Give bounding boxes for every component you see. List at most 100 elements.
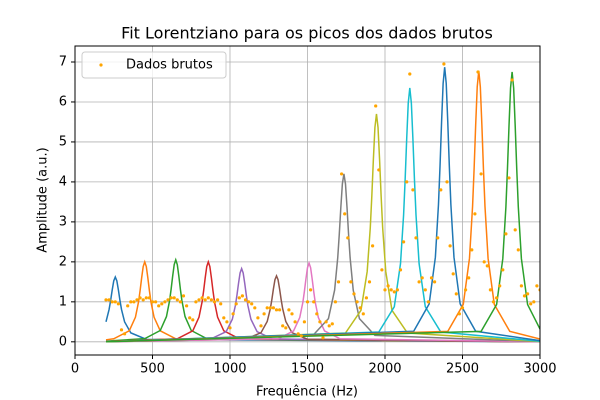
x-tick-label: 500 — [140, 362, 165, 377]
data-point — [495, 296, 499, 300]
data-point — [482, 260, 486, 264]
data-point — [476, 70, 480, 74]
data-point — [247, 300, 251, 304]
data-point — [420, 276, 424, 280]
y-tick-label: 4 — [59, 174, 67, 189]
data-point — [343, 212, 347, 216]
data-point — [309, 288, 313, 292]
data-point — [371, 244, 375, 248]
y-tick-label: 3 — [59, 214, 67, 229]
data-point — [154, 300, 158, 304]
data-point — [194, 300, 198, 304]
fit-line — [105, 67, 540, 343]
data-point — [216, 298, 220, 302]
legend: Dados brutos — [81, 51, 227, 79]
data-point — [138, 296, 142, 300]
data-point — [361, 312, 365, 316]
data-point — [529, 302, 533, 306]
data-point — [352, 292, 356, 296]
y-tick-label: 7 — [59, 54, 67, 69]
y-tick-label: 6 — [59, 94, 67, 109]
x-tick-label: 2500 — [446, 362, 479, 377]
x-tick-label: 2000 — [368, 362, 401, 377]
data-point — [445, 180, 449, 184]
data-point — [172, 296, 176, 300]
data-point — [160, 302, 164, 306]
data-point — [268, 306, 272, 310]
data-point — [519, 284, 524, 288]
data-point — [383, 288, 387, 292]
data-point — [491, 300, 496, 304]
data-point — [516, 248, 520, 252]
data-point — [278, 308, 282, 312]
data-point — [163, 300, 167, 304]
data-point — [150, 300, 155, 304]
data-point — [522, 294, 527, 298]
data-point — [467, 276, 471, 280]
data-point — [110, 300, 114, 304]
data-point — [274, 308, 279, 312]
chart-title: Fit Lorentziano para os picos dos dados … — [121, 24, 493, 43]
data-point — [358, 306, 362, 310]
data-point — [175, 298, 179, 302]
y-tick-label: 5 — [59, 134, 67, 149]
data-point — [321, 336, 325, 340]
legend-label: Dados brutos — [126, 58, 213, 73]
plot-area — [104, 62, 540, 343]
data-point — [237, 296, 241, 300]
data-point — [488, 288, 492, 292]
data-point — [185, 304, 189, 308]
data-point — [405, 180, 409, 184]
data-point — [169, 296, 173, 300]
data-point — [178, 300, 182, 304]
data-point — [426, 300, 430, 304]
data-point — [129, 300, 133, 304]
data-point — [206, 296, 210, 300]
data-point — [504, 232, 508, 236]
fit-line — [105, 266, 540, 343]
y-tick-label: 2 — [59, 254, 67, 269]
data-point — [197, 298, 201, 302]
data-point — [442, 62, 446, 66]
data-point — [485, 264, 489, 268]
data-point — [333, 300, 337, 304]
data-point — [256, 316, 260, 320]
data-point — [324, 320, 328, 324]
data-point — [318, 320, 322, 324]
data-point — [423, 288, 427, 292]
data-point — [299, 334, 303, 338]
data-point — [212, 300, 217, 304]
data-point — [367, 280, 372, 284]
data-point — [200, 296, 204, 300]
data-point — [389, 288, 393, 292]
data-point — [113, 300, 117, 304]
data-point — [417, 280, 421, 284]
data-point — [231, 312, 235, 316]
data-point — [414, 236, 418, 240]
data-point — [296, 332, 300, 336]
data-point — [281, 324, 285, 328]
data-point — [305, 300, 310, 304]
data-point — [234, 302, 238, 306]
data-point — [302, 320, 306, 324]
data-point — [157, 304, 161, 308]
data-point — [501, 268, 505, 272]
data-point — [460, 306, 465, 310]
data-point — [107, 298, 111, 302]
data-point — [470, 248, 474, 252]
data-point — [315, 312, 319, 316]
data-point — [141, 298, 145, 302]
x-axis-label: Frequência (Hz) — [256, 385, 358, 400]
x-tick-label: 1500 — [291, 362, 324, 377]
x-tick-label: 1000 — [213, 362, 246, 377]
data-point — [147, 296, 151, 300]
data-point — [479, 172, 483, 176]
data-point — [380, 268, 384, 272]
fit-line — [105, 273, 540, 343]
data-point — [219, 302, 223, 306]
data-point — [209, 298, 213, 302]
data-point — [240, 294, 244, 298]
data-point — [464, 288, 468, 292]
data-point — [188, 316, 192, 320]
x-tick-label: 0 — [71, 362, 79, 377]
